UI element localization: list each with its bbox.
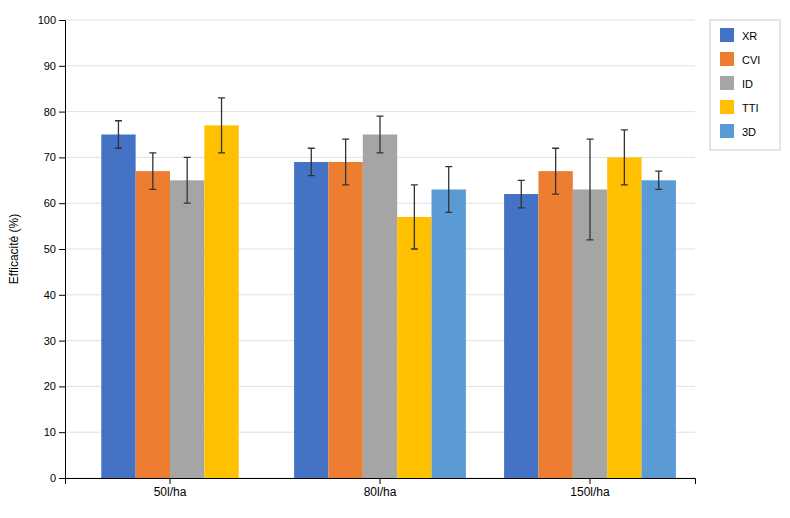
y-tick-mark xyxy=(59,249,65,250)
y-axis: 0 10 20 30 40 50 60 70 80 90 100 xyxy=(38,14,66,484)
legend-swatch xyxy=(720,28,734,42)
y-tick-mark xyxy=(59,341,65,342)
legend-swatch xyxy=(720,76,734,90)
bar xyxy=(328,162,362,478)
bar xyxy=(432,189,466,478)
error-bar xyxy=(342,139,349,185)
y-axis-line xyxy=(59,21,66,479)
y-tick-label: 0 xyxy=(50,472,56,484)
bar xyxy=(170,180,204,478)
y-tick-mark xyxy=(59,386,65,387)
legend: XR CVI ID TTI 3D xyxy=(710,20,780,150)
x-tick-label: 80l/ha xyxy=(364,485,397,499)
y-tick: 10 xyxy=(44,426,65,438)
x-axis-line xyxy=(66,479,696,485)
legend-label: ID xyxy=(742,78,753,90)
legend-label: TTI xyxy=(742,102,759,114)
error-bar xyxy=(184,157,191,203)
y-tick-label: 30 xyxy=(44,335,56,347)
chart-container: 0 10 20 30 40 50 60 70 80 90 100 50l/ha 80l/ha 150l/h… xyxy=(0,0,790,518)
y-tick-label: 80 xyxy=(44,106,56,118)
y-tick-label: 10 xyxy=(44,426,56,438)
y-tick-mark xyxy=(59,478,65,479)
y-tick-mark xyxy=(59,20,65,21)
error-bar xyxy=(377,116,384,153)
legend-item: ID xyxy=(720,76,753,90)
bar xyxy=(204,125,238,478)
legend-swatch xyxy=(720,124,734,138)
y-tick: 40 xyxy=(44,289,65,301)
bars xyxy=(101,98,676,478)
y-tick: 70 xyxy=(44,151,65,163)
legend-label: 3D xyxy=(742,126,756,138)
x-tick-mark xyxy=(380,478,381,484)
y-tick-label: 40 xyxy=(44,289,56,301)
y-tick-mark xyxy=(59,66,65,67)
y-tick: 100 xyxy=(38,14,65,26)
legend-swatch xyxy=(720,52,734,66)
error-bar xyxy=(445,167,452,213)
grid-line xyxy=(65,20,695,21)
bar xyxy=(607,157,641,478)
y-tick-label: 70 xyxy=(44,151,56,163)
error-bar xyxy=(218,98,225,153)
legend-swatch xyxy=(720,100,734,114)
y-tick-label: 90 xyxy=(44,60,56,72)
y-tick-label: 60 xyxy=(44,197,56,209)
y-tick: 50 xyxy=(44,243,65,255)
bar xyxy=(642,180,676,478)
bar xyxy=(538,171,572,478)
bar xyxy=(101,135,135,479)
y-tick-mark xyxy=(59,157,65,158)
bar xyxy=(294,162,328,478)
x-tick: 150l/ha xyxy=(570,478,610,499)
legend-item: CVI xyxy=(720,52,760,66)
y-tick: 0 xyxy=(50,472,65,484)
x-axis: 50l/ha 80l/ha 150l/ha xyxy=(66,478,696,499)
bar xyxy=(504,194,538,478)
y-tick-mark xyxy=(59,295,65,296)
error-bar xyxy=(655,171,662,189)
error-bar xyxy=(149,153,156,190)
grid-line xyxy=(65,111,695,112)
legend-label: CVI xyxy=(742,54,760,66)
x-tick-label: 50l/ha xyxy=(154,485,187,499)
grid xyxy=(65,20,695,478)
legend-item: XR xyxy=(720,28,757,42)
error-bar xyxy=(308,148,315,175)
grid-line xyxy=(65,65,695,66)
error-bar xyxy=(115,121,122,148)
plot-area: 0 10 20 30 40 50 60 70 80 90 100 50l/ha 80l/ha 150l/h… xyxy=(38,14,696,499)
legend-label: XR xyxy=(742,30,757,42)
y-tick: 80 xyxy=(44,106,65,118)
y-tick: 90 xyxy=(44,60,65,72)
y-tick-mark xyxy=(59,112,65,113)
y-tick: 30 xyxy=(44,335,65,347)
y-tick-label: 50 xyxy=(44,243,56,255)
legend-frame xyxy=(710,20,780,150)
y-tick-label: 20 xyxy=(44,380,56,392)
x-tick: 80l/ha xyxy=(364,478,397,499)
y-axis-title: Efficacité (%) xyxy=(7,214,21,284)
y-tick: 20 xyxy=(44,380,65,392)
y-tick-label: 100 xyxy=(38,14,56,26)
error-bar xyxy=(587,139,594,240)
bar xyxy=(397,217,431,478)
y-tick-mark xyxy=(59,203,65,204)
chart-svg: 0 10 20 30 40 50 60 70 80 90 100 50l/ha 80l/ha 150l/h… xyxy=(0,0,790,518)
y-tick: 60 xyxy=(44,197,65,209)
x-tick: 50l/ha xyxy=(154,478,187,499)
x-tick-mark xyxy=(590,478,591,484)
bar xyxy=(363,135,397,479)
error-bar xyxy=(552,148,559,194)
y-tick-mark xyxy=(59,432,65,433)
error-bar xyxy=(518,180,525,207)
error-bar xyxy=(411,185,418,249)
legend-item: 3D xyxy=(720,124,756,138)
error-bar xyxy=(621,130,628,185)
bar xyxy=(136,171,170,478)
x-tick-mark xyxy=(170,478,171,484)
legend-item: TTI xyxy=(720,100,759,114)
x-tick-label: 150l/ha xyxy=(570,485,610,499)
